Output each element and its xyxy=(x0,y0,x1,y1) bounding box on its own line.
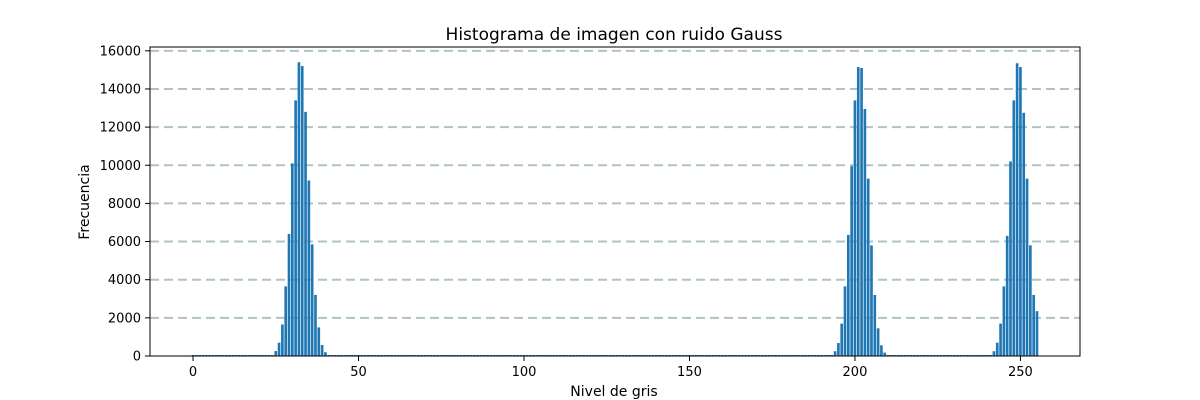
histogram-bar xyxy=(1015,63,1019,357)
histogram-bar xyxy=(995,342,999,356)
histogram-bar xyxy=(860,67,863,357)
histogram-bar xyxy=(1012,100,1016,356)
histogram-bar xyxy=(297,62,301,357)
histogram-bar xyxy=(274,351,278,356)
y-tick-label: 2000 xyxy=(108,311,141,326)
histogram-bar xyxy=(880,345,883,356)
histogram-bar xyxy=(300,66,304,357)
x-tick-label: 50 xyxy=(350,365,367,380)
histogram-bar xyxy=(324,352,327,356)
x-axis-label: Nivel de gris xyxy=(570,384,657,400)
y-tick-label: 6000 xyxy=(108,235,141,250)
x-tick-label: 0 xyxy=(189,365,197,380)
y-tick-label: 14000 xyxy=(100,82,141,97)
x-axis-ticks: 0 50 100 150 200 250 xyxy=(189,356,1033,380)
histogram-bar xyxy=(999,323,1002,356)
y-axis-label: Frecuencia xyxy=(77,164,93,239)
histogram-bar xyxy=(840,323,844,356)
histogram-bar xyxy=(277,342,281,356)
histogram-bar xyxy=(1025,178,1029,356)
histogram-bar xyxy=(317,327,321,356)
histogram-bar xyxy=(1009,161,1012,356)
histogram-bar xyxy=(866,178,870,356)
histogram-bar xyxy=(1022,112,1026,356)
histogram-bar xyxy=(320,344,324,356)
histogram-bar xyxy=(294,100,297,356)
histogram-bar xyxy=(870,245,873,356)
histogram-bar xyxy=(1029,245,1032,356)
histogram-bar xyxy=(837,343,840,356)
x-tick-label: 150 xyxy=(677,365,702,380)
histogram-bar xyxy=(876,328,880,356)
histogram-bar xyxy=(310,244,314,356)
histogram-bar xyxy=(833,351,837,356)
y-axis-ticks: 0 2000 4000 6000 8000 10000 12000 14000 16000 xyxy=(100,44,150,365)
y-tick-label: 0 xyxy=(133,350,141,365)
y-tick-label: 12000 xyxy=(100,121,141,136)
histogram-bar xyxy=(1005,235,1009,356)
histogram-bar xyxy=(290,163,294,356)
histogram-bar xyxy=(314,294,317,356)
y-tick-label: 4000 xyxy=(108,273,141,288)
x-tick-label: 100 xyxy=(512,365,537,380)
y-tick-label: 10000 xyxy=(100,159,141,174)
histogram-bar xyxy=(850,166,853,356)
histogram-bar xyxy=(284,286,288,356)
y-tick-label: 16000 xyxy=(100,44,141,59)
histogram-bar xyxy=(307,180,311,356)
histogram-bar xyxy=(304,111,307,356)
histogram-bar xyxy=(1032,294,1035,356)
histogram-bar xyxy=(883,352,887,356)
histogram-bar xyxy=(873,294,877,356)
x-tick-label: 250 xyxy=(1008,365,1033,380)
histogram-bar xyxy=(847,234,850,356)
histogram-bar xyxy=(853,100,857,356)
histogram-bar xyxy=(1019,67,1022,357)
histogram-bar xyxy=(843,286,847,356)
histogram-bar xyxy=(287,233,291,356)
plot-frame xyxy=(149,46,1081,357)
histogram-bar xyxy=(1002,286,1006,356)
histogram-bar xyxy=(863,108,867,356)
histogram-bar xyxy=(856,67,860,357)
histogram-bar xyxy=(992,351,996,356)
histogram-bar xyxy=(281,324,284,356)
x-tick-label: 200 xyxy=(843,365,868,380)
chart-title: Histograma de imagen con ruido Gauss xyxy=(446,25,783,45)
y-tick-label: 8000 xyxy=(108,197,141,212)
bar-layer xyxy=(191,62,1039,357)
histogram-bar xyxy=(1035,311,1039,356)
